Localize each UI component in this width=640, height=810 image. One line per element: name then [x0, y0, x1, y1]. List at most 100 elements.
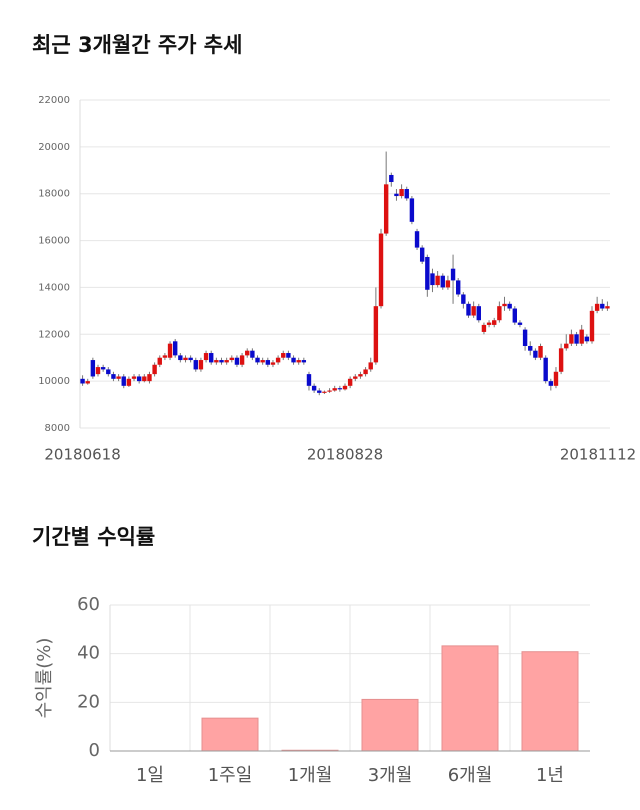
candle-body	[466, 303, 471, 316]
candle-body	[90, 360, 96, 377]
candle-body	[368, 362, 373, 370]
candle-body	[203, 353, 209, 361]
candle-body	[172, 341, 178, 356]
candle-body	[548, 381, 554, 386]
candle-body	[229, 357, 234, 361]
bar	[201, 717, 259, 752]
candle-body	[337, 388, 343, 390]
candle-body	[481, 324, 487, 332]
candle-body	[600, 303, 605, 309]
bar	[521, 651, 579, 752]
candle-body	[147, 374, 152, 382]
x-tick-label: 3개월	[368, 765, 413, 786]
candle-body	[106, 369, 111, 375]
candle-body	[363, 369, 368, 375]
candle-body	[389, 174, 394, 182]
candle-body	[492, 320, 497, 325]
candle-body	[162, 355, 168, 358]
candle-body	[301, 360, 307, 363]
candle-body	[131, 376, 137, 379]
candle-body	[111, 374, 116, 379]
y-tick-label: 8000	[45, 423, 70, 434]
candle-body	[394, 193, 399, 197]
candle-body	[543, 357, 548, 382]
candle-body	[378, 233, 384, 307]
y-tick-label: 16000	[38, 236, 70, 247]
candle-body	[265, 360, 271, 365]
x-tick-label: 20181112	[560, 446, 636, 464]
candle-body	[574, 334, 579, 344]
candle-body	[270, 362, 276, 365]
candle-body	[219, 360, 224, 363]
candle-body	[471, 306, 476, 316]
candle-body	[522, 329, 528, 346]
y-tick-label: 18000	[38, 189, 70, 200]
candle-body	[167, 343, 173, 358]
candle-body	[239, 355, 245, 365]
candle-body	[286, 353, 291, 358]
candle-body	[291, 357, 296, 363]
candle-body	[224, 360, 229, 363]
candle-body	[497, 306, 502, 321]
candle-body	[353, 376, 358, 379]
y-axis-label: 수익률(%)	[34, 638, 55, 719]
candle-body	[311, 385, 317, 391]
candle-body	[121, 376, 126, 386]
candle-body	[579, 329, 584, 344]
candle-body	[538, 346, 543, 358]
candle-body	[85, 381, 90, 384]
y-tick-label: 14000	[38, 282, 70, 293]
candle-body	[250, 350, 255, 358]
y-tick-label: 20000	[38, 142, 70, 153]
candle-body	[255, 357, 260, 363]
candle-body	[558, 348, 564, 372]
candle-body	[347, 378, 353, 386]
candle-body	[425, 256, 430, 290]
candle-body	[414, 231, 420, 248]
candle-body	[409, 198, 415, 222]
candle-body	[306, 374, 312, 386]
candle-body	[517, 322, 523, 325]
candle-body	[476, 306, 481, 321]
candle-body	[528, 346, 533, 351]
candle-body	[327, 390, 332, 392]
x-tick-label: 1개월	[288, 765, 333, 786]
bar	[361, 698, 419, 752]
candle-body	[342, 385, 348, 390]
candle-body	[183, 357, 188, 361]
candle-body	[209, 353, 214, 363]
candle-body	[383, 184, 389, 234]
candle-body	[450, 268, 456, 281]
candle-body	[178, 355, 183, 361]
candle-body	[440, 275, 445, 288]
candle-body	[198, 360, 204, 370]
bar	[441, 645, 499, 752]
candle-body	[126, 378, 132, 386]
y-tick-label: 22000	[38, 95, 70, 106]
y-tick-label: 12000	[38, 329, 70, 340]
candle-body	[193, 360, 198, 370]
candle-body	[569, 334, 574, 344]
candle-body	[507, 303, 512, 309]
candle-body	[296, 360, 301, 363]
candle-body	[512, 308, 518, 323]
candle-body	[404, 189, 409, 199]
candle-body	[260, 360, 265, 363]
x-tick-label: 20180828	[307, 446, 383, 464]
x-tick-label: 6개월	[448, 765, 493, 786]
candle-body	[275, 357, 281, 363]
candle-body	[456, 280, 461, 295]
candle-body	[486, 322, 492, 325]
candle-body	[502, 303, 507, 307]
candle-body	[188, 357, 193, 361]
x-tick-label: 1일	[136, 765, 164, 786]
candle-body	[430, 273, 435, 286]
candle-body	[214, 360, 219, 363]
x-tick-label: 1주일	[208, 765, 253, 786]
candle-body	[594, 303, 600, 311]
y-tick-label: 40	[77, 643, 100, 664]
y-tick-label: 60	[77, 594, 100, 615]
candle-body	[445, 280, 451, 288]
candle-body	[332, 388, 337, 391]
